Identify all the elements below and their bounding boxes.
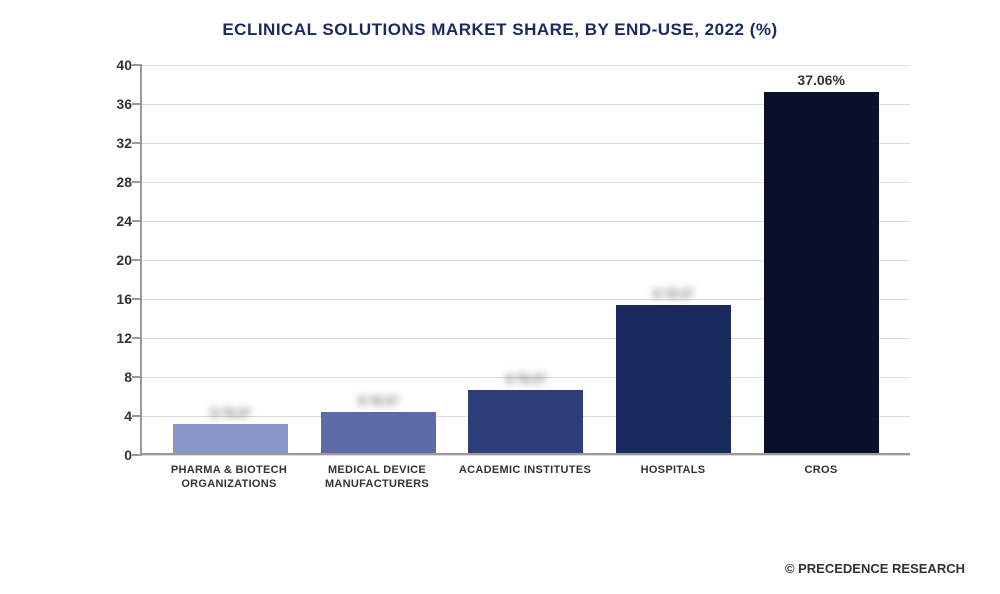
bar-group: 37.06%	[754, 72, 889, 453]
chart-container: 0481216202428323640 $ 78.37$ 78.37$ 78.3…	[100, 65, 920, 495]
bar-group: $ 78.37	[606, 287, 741, 453]
y-tick	[132, 454, 142, 456]
y-axis-label: 0	[102, 447, 132, 463]
y-tick	[132, 415, 142, 417]
y-tick	[132, 142, 142, 144]
y-tick	[132, 64, 142, 66]
x-axis-label: HOSPITALS	[606, 463, 741, 492]
y-axis-label: 8	[102, 369, 132, 385]
y-axis-label: 24	[102, 213, 132, 229]
y-axis-label: 12	[102, 330, 132, 346]
bar	[764, 92, 879, 453]
bar-group: $ 78.37	[458, 372, 593, 453]
y-axis-label: 36	[102, 96, 132, 112]
x-axis-label: PHARMA & BIOTECH ORGANIZATIONS	[162, 463, 297, 492]
bar-value-label: $ 78.37	[654, 287, 694, 301]
bar	[321, 412, 436, 453]
y-tick	[132, 181, 142, 183]
bars-container: $ 78.37 $ 78.37 $ 78.37 $ 78.37 37.06%	[142, 65, 910, 453]
y-tick	[132, 220, 142, 222]
y-tick	[132, 337, 142, 339]
y-tick	[132, 298, 142, 300]
x-axis-label: CROS	[754, 463, 889, 492]
bar-value-label: $ 78.37	[358, 394, 398, 408]
y-tick	[132, 376, 142, 378]
bar-value-label: $ 78.37	[506, 372, 546, 386]
footer-credit: © PRECEDENCE RESEARCH	[785, 561, 965, 576]
plot-area: 0481216202428323640 $ 78.37$ 78.37$ 78.3…	[140, 65, 910, 455]
x-axis-labels: PHARMA & BIOTECH ORGANIZATIONS MEDICAL DE…	[140, 463, 910, 492]
chart-title: ECLINICAL SOLUTIONS MARKET SHARE, BY END…	[30, 20, 970, 40]
gridline	[142, 455, 910, 456]
y-tick	[132, 103, 142, 105]
bar-value-label: 37.06%	[797, 72, 844, 88]
bar-group: $ 78.37	[311, 394, 446, 453]
y-axis-label: 16	[102, 291, 132, 307]
y-axis-label: 28	[102, 174, 132, 190]
y-axis-label: 40	[102, 57, 132, 73]
x-axis-label: MEDICAL DEVICE MANUFACTURERS	[310, 463, 445, 492]
y-tick	[132, 259, 142, 261]
y-axis-label: 4	[102, 408, 132, 424]
y-axis-label: 20	[102, 252, 132, 268]
bar-value-label: $ 78.37	[211, 406, 251, 420]
bar	[173, 424, 288, 453]
bar	[468, 390, 583, 453]
bar-group: $ 78.37	[163, 406, 298, 453]
bar	[616, 305, 731, 453]
x-axis-label: ACADEMIC INSTITUTES	[458, 463, 593, 492]
y-axis-label: 32	[102, 135, 132, 151]
